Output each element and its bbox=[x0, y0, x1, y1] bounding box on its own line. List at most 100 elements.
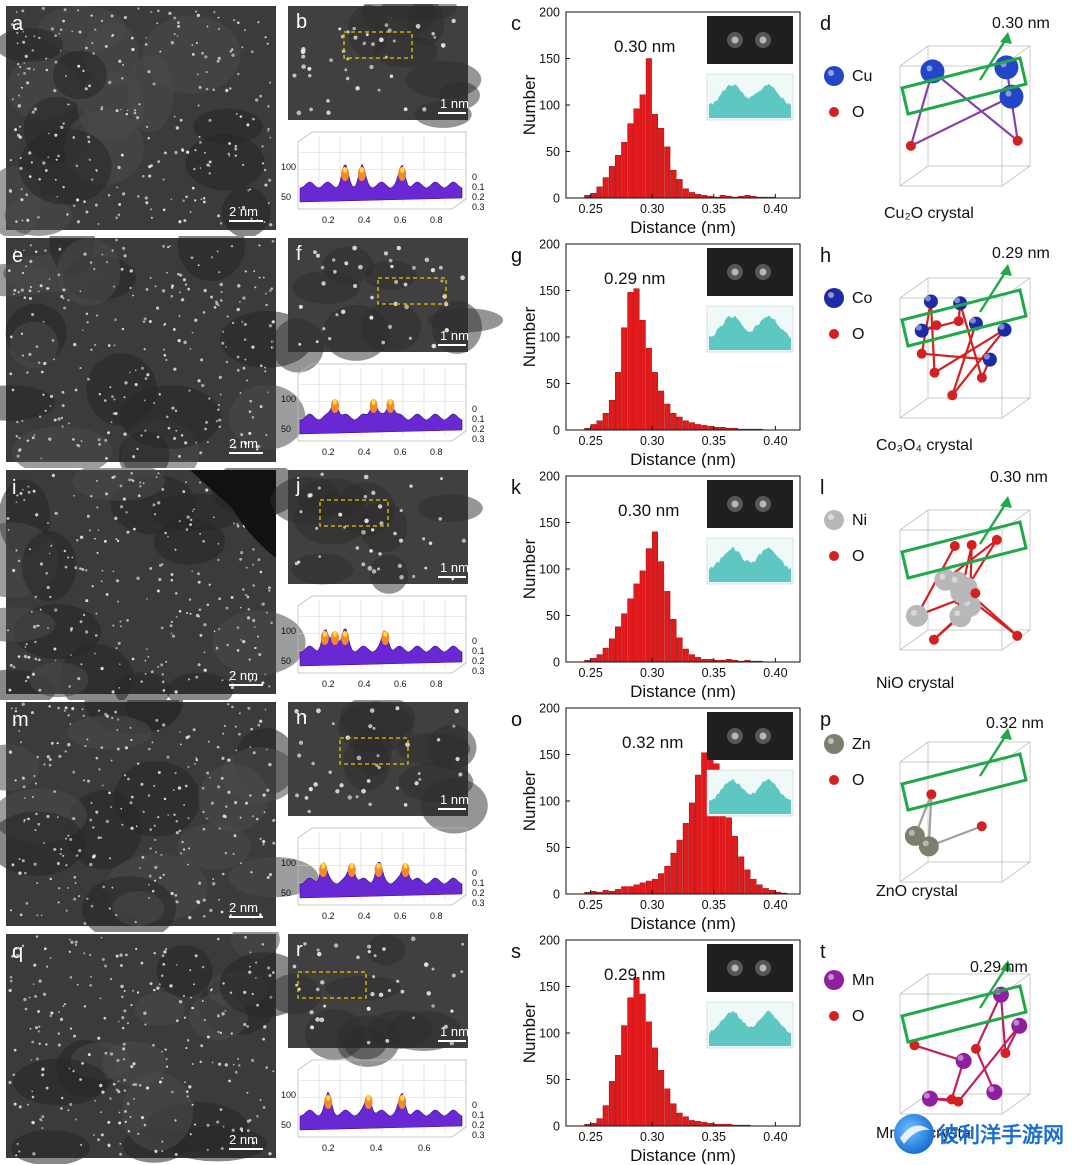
atom-dot bbox=[157, 501, 161, 505]
surface-peak-top bbox=[326, 1095, 331, 1101]
profile-area bbox=[709, 315, 791, 350]
atom-dot bbox=[369, 315, 374, 320]
atom-dot bbox=[246, 616, 251, 620]
atom-dot bbox=[109, 857, 112, 860]
inset-image bbox=[707, 480, 793, 528]
atom-dot bbox=[239, 1127, 244, 1131]
haadf-contrast-patch bbox=[176, 823, 251, 870]
atom-dot bbox=[423, 962, 429, 967]
atom-dot bbox=[224, 1010, 227, 1012]
atom-dot bbox=[25, 902, 29, 905]
atom-dot bbox=[69, 837, 73, 842]
atom-dot bbox=[261, 602, 265, 606]
haadf-image: a2 nm bbox=[0, 5, 276, 236]
profile-area bbox=[709, 778, 791, 814]
atom-dot bbox=[129, 286, 132, 290]
atom-dot bbox=[100, 108, 103, 111]
surface-y-tick: 0 bbox=[472, 1100, 477, 1110]
atom-dot bbox=[31, 110, 35, 114]
atom-dot bbox=[162, 208, 166, 212]
atom-dot bbox=[25, 679, 28, 683]
atom-dot bbox=[117, 165, 121, 170]
atom-dot bbox=[363, 474, 369, 480]
histogram-bar bbox=[615, 889, 622, 895]
atom-dot bbox=[24, 646, 27, 648]
surface-x-tick: 0.2 bbox=[322, 447, 335, 457]
atom-dot bbox=[143, 1011, 147, 1015]
atom-dot bbox=[258, 913, 262, 917]
atom-dot bbox=[21, 702, 25, 706]
atom-dot bbox=[57, 1043, 61, 1047]
surface-y-tick: 0.3 bbox=[472, 666, 485, 676]
haadf-contrast-patch bbox=[221, 186, 271, 236]
legend-metal-label: Ni bbox=[852, 512, 867, 529]
atom-dot bbox=[33, 434, 36, 436]
watermark: 彼利洋手游网 bbox=[886, 1108, 1080, 1160]
surface-peak bbox=[330, 399, 339, 413]
atom-dot bbox=[87, 779, 91, 783]
atom-dot bbox=[173, 115, 176, 118]
atom-dot bbox=[95, 479, 98, 482]
atom-dot bbox=[217, 785, 221, 789]
atom-dot bbox=[8, 688, 12, 692]
atom-dot bbox=[230, 685, 235, 690]
atom-dot bbox=[246, 595, 250, 599]
atom-dot bbox=[108, 907, 111, 910]
atom-dot bbox=[344, 261, 349, 266]
atom-dot bbox=[252, 584, 255, 587]
atom-dot bbox=[128, 478, 132, 482]
atom-dot bbox=[28, 67, 31, 70]
atom-dot bbox=[225, 360, 229, 364]
atom-dot bbox=[320, 980, 325, 985]
atom-dot bbox=[38, 36, 41, 40]
atom-dot bbox=[198, 881, 202, 885]
atom-dot bbox=[17, 104, 22, 108]
atom-dot bbox=[124, 1120, 127, 1123]
atom-dot bbox=[90, 801, 93, 804]
atom-dot bbox=[68, 1067, 71, 1070]
atom-dot bbox=[395, 706, 400, 711]
atom-dot bbox=[155, 476, 158, 479]
histogram-bar bbox=[732, 836, 739, 895]
atom-dot bbox=[101, 1090, 105, 1094]
atom-dot bbox=[170, 198, 173, 201]
haadf-contrast-patch bbox=[13, 1058, 108, 1106]
atom-dot bbox=[239, 391, 242, 394]
atom-dot bbox=[87, 140, 91, 144]
atom-dot bbox=[99, 1083, 103, 1088]
atom-dot bbox=[191, 52, 195, 56]
atom-dot bbox=[38, 688, 42, 692]
surface-y-tick: 0.2 bbox=[472, 656, 485, 666]
atom-dot bbox=[231, 1128, 235, 1132]
atom-dot bbox=[163, 322, 167, 326]
y-tick-label: 200 bbox=[539, 470, 560, 484]
atom-dot bbox=[262, 1106, 266, 1109]
atom-dot bbox=[88, 158, 91, 161]
unit-cell-edge bbox=[1001, 397, 1031, 419]
atom-dot bbox=[111, 34, 114, 38]
zoom-contrast-patch bbox=[417, 494, 483, 523]
atom-dot bbox=[17, 73, 20, 76]
oxygen-atom bbox=[905, 140, 916, 151]
atom-dot bbox=[228, 155, 231, 157]
surface-x-tick: 0.2 bbox=[322, 1143, 335, 1153]
atom-dot bbox=[120, 984, 124, 988]
atom-dot bbox=[67, 834, 70, 837]
atom-dot bbox=[70, 627, 74, 631]
surface-y-tick: 0 bbox=[472, 404, 477, 414]
atom-dot bbox=[123, 254, 127, 258]
atom-dot bbox=[315, 340, 319, 344]
atom-dot bbox=[9, 663, 13, 667]
atom-dot bbox=[34, 596, 37, 599]
atom-dot bbox=[246, 1091, 249, 1094]
atom-dot bbox=[267, 966, 271, 970]
atom-dot bbox=[226, 643, 229, 647]
atom-dot bbox=[217, 408, 220, 411]
distance-arrow-head bbox=[1000, 264, 1012, 276]
atom-dot bbox=[66, 213, 69, 216]
atom-dot bbox=[72, 204, 76, 208]
atom-dot bbox=[44, 169, 48, 172]
